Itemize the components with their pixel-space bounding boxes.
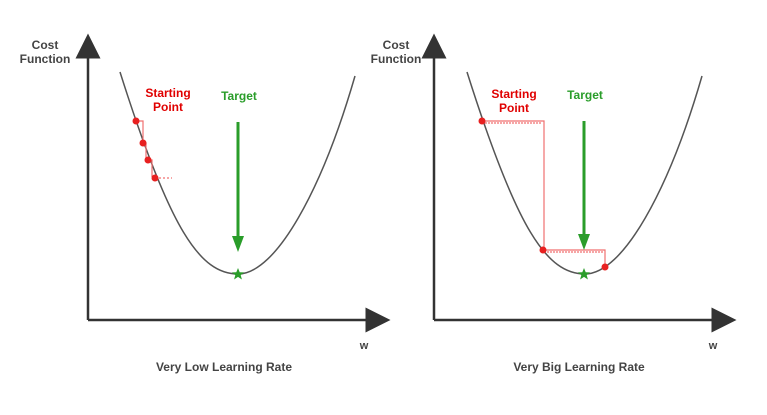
step-point xyxy=(601,263,609,271)
caption: Very Big Learning Rate xyxy=(513,360,645,374)
y-axis-label-line2: Function xyxy=(371,52,422,66)
step-point xyxy=(151,174,159,182)
target-arrow-head xyxy=(232,236,244,252)
starting-point-label-line1: Starting xyxy=(145,86,190,100)
panel-big-learning-rate: Cost Function w Starting Point Target Ve… xyxy=(371,33,737,374)
starting-point-label-line1: Starting xyxy=(491,87,536,101)
start-point xyxy=(478,117,486,125)
start-point xyxy=(132,117,140,125)
target-star-icon xyxy=(231,268,245,280)
step-path xyxy=(482,120,606,267)
step-point xyxy=(539,246,547,254)
target-arrow-head xyxy=(578,234,590,250)
step-point xyxy=(144,156,152,164)
caption: Very Low Learning Rate xyxy=(156,360,292,374)
y-axis-label-line2: Function xyxy=(20,52,71,66)
panel-low-learning-rate: Cost Function w Starting Point Target Ve… xyxy=(20,33,391,374)
step-point xyxy=(139,139,147,147)
starting-point-label-line2: Point xyxy=(499,101,529,115)
y-axis-label-line1: Cost xyxy=(383,38,410,52)
x-axis-label: w xyxy=(708,340,718,352)
x-axis-label: w xyxy=(359,340,369,352)
target-label: Target xyxy=(567,88,603,102)
target-star-icon xyxy=(577,268,591,280)
target-label: Target xyxy=(221,89,257,103)
y-axis-label-line1: Cost xyxy=(32,38,59,52)
starting-point-label-line2: Point xyxy=(153,100,183,114)
